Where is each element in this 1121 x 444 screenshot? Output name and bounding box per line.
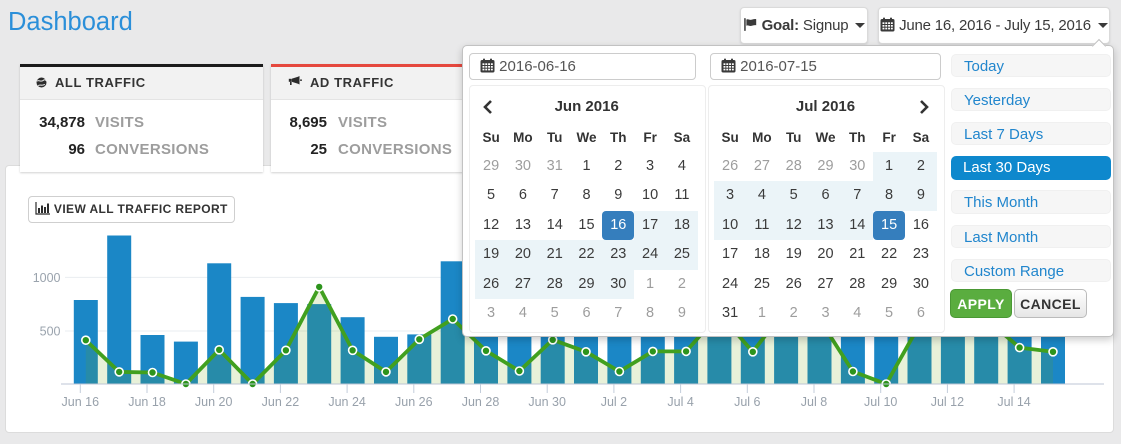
svg-text:Jun 16: Jun 16	[62, 395, 100, 409]
svg-text:Jun 28: Jun 28	[462, 395, 500, 409]
svg-text:Jul 10: Jul 10	[864, 395, 897, 409]
svg-text:1000: 1000	[33, 271, 61, 285]
svg-text:Jun 20: Jun 20	[195, 395, 233, 409]
svg-text:Jul 6: Jul 6	[734, 395, 760, 409]
svg-text:Jun 22: Jun 22	[262, 395, 300, 409]
svg-text:Jun 26: Jun 26	[395, 395, 433, 409]
svg-text:Jul 4: Jul 4	[667, 395, 693, 409]
svg-text:Jul 8: Jul 8	[801, 395, 827, 409]
svg-text:Jun 18: Jun 18	[128, 395, 166, 409]
svg-text:Jun 24: Jun 24	[328, 395, 366, 409]
svg-text:Jul 2: Jul 2	[601, 395, 627, 409]
svg-text:500: 500	[40, 325, 61, 339]
svg-text:Jul 14: Jul 14	[997, 395, 1030, 409]
svg-text:Jul 12: Jul 12	[931, 395, 964, 409]
svg-text:Jun 30: Jun 30	[528, 395, 566, 409]
